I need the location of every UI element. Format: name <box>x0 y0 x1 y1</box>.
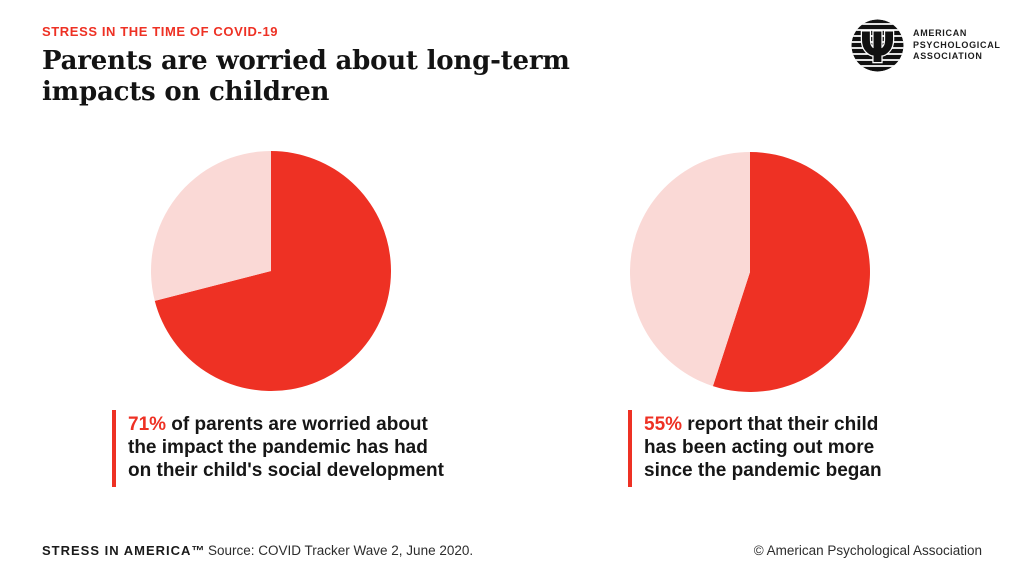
page-title-line-1: Parents are worried about long-term <box>42 46 570 76</box>
footer-brand: STRESS IN AMERICA™ <box>42 543 206 558</box>
apa-logo-line-3: ASSOCIATION <box>913 51 983 62</box>
eyebrow-label: STRESS IN THE TIME OF COVID-19 <box>42 24 279 39</box>
caption-acting-out: 55% report that their child has been act… <box>628 410 948 487</box>
caption-line: on their child's social development <box>128 460 444 481</box>
caption-line: the impact the pandemic has had <box>128 437 428 458</box>
caption-line: 55% report that their child <box>644 413 948 436</box>
caption-line: since the pandemic began <box>644 460 882 481</box>
pie-slice-child-acting-out-more-since-pandemic-began <box>712 152 870 392</box>
caption-line: has been acting out more <box>644 437 875 458</box>
pie-slice-remainder <box>630 152 750 387</box>
apa-logo-wordmark: AMERICAN PSYCHOLOGICAL ASSOCIATION <box>913 28 1001 63</box>
pie-slice-remainder <box>151 151 271 301</box>
apa-logo-line-2: PSYCHOLOGICAL <box>913 39 1001 50</box>
source-text: Source: COVID Tracker Wave 2, June 2020. <box>208 543 474 558</box>
apa-logo-line-1: AMERICAN <box>913 28 968 39</box>
psi-glyph: Ψ <box>860 23 896 72</box>
copyright-text: © American Psychological Association <box>753 543 982 558</box>
percent-value: 55% <box>644 414 683 435</box>
page-title-line-2: impacts on children <box>42 77 330 107</box>
psi-icon: Ψ <box>851 19 904 72</box>
page-title: Parents are worried about long-term impac… <box>42 46 662 108</box>
pie-slice-worried-about-impact-on-child-s-social-development <box>154 151 391 391</box>
pie-chart-social-development <box>151 151 391 391</box>
percent-value: 71% <box>128 414 167 435</box>
caption-social-development: 71% of parents are worried about the imp… <box>112 410 472 487</box>
caption-text: report that their child <box>682 414 879 435</box>
pie-chart-acting-out <box>630 152 870 392</box>
apa-logo: Ψ AMERICAN PSYCHOLOGICAL ASSOCIATION <box>851 19 1001 72</box>
caption-line: 71% of parents are worried about <box>128 413 472 436</box>
caption-text: of parents are worried about <box>166 414 428 435</box>
